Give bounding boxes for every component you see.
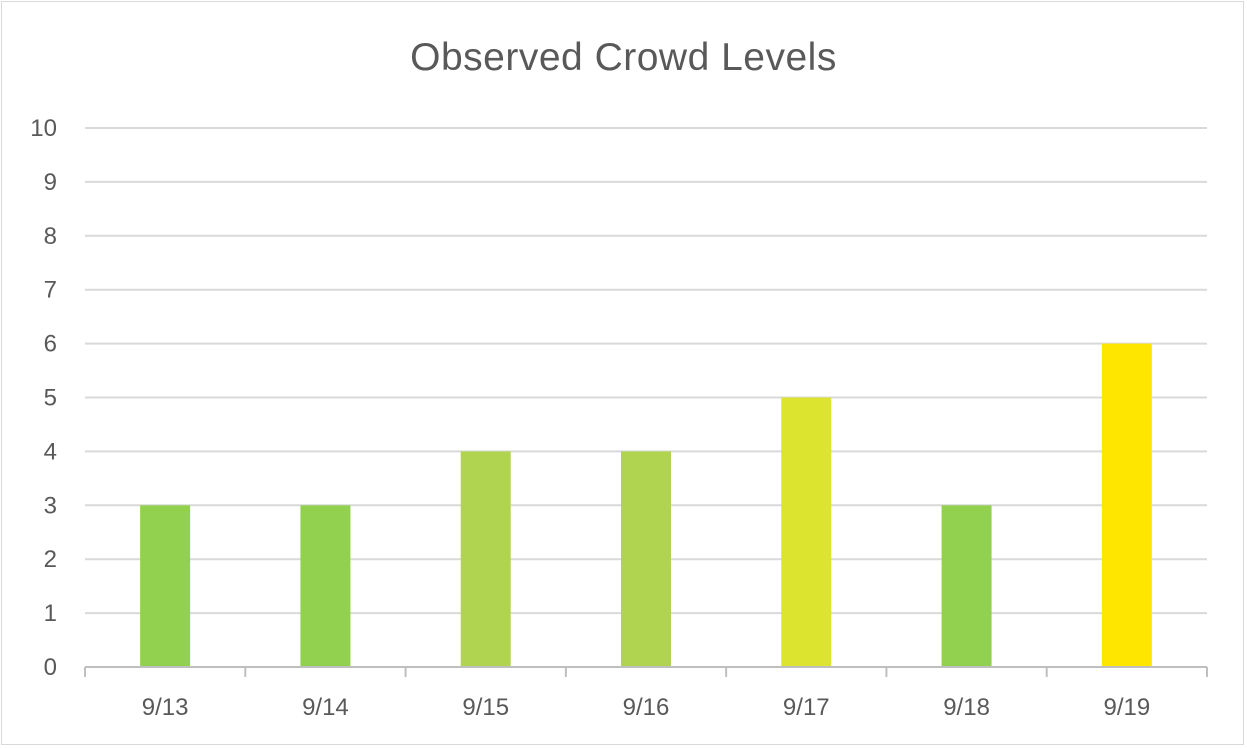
bar (781, 397, 832, 667)
y-tick-label: 0 (44, 654, 57, 681)
bar (140, 505, 191, 667)
x-tick-label: 9/13 (142, 694, 189, 721)
x-tick-label: 9/14 (302, 694, 349, 721)
x-tick-label: 9/15 (462, 694, 509, 721)
bar (300, 505, 351, 667)
y-tick-label: 7 (44, 277, 57, 304)
y-tick-label: 10 (30, 115, 57, 142)
y-tick-label: 4 (44, 438, 57, 465)
x-tick-label: 9/16 (623, 694, 670, 721)
x-tick-labels: 9/13 9/14 9/15 9/16 9/17 9/18 9/19 (142, 694, 1150, 721)
chart-title: Observed Crowd Levels (410, 36, 837, 79)
y-tick-label: 8 (44, 223, 57, 250)
bars (140, 343, 1152, 667)
y-tick-label: 1 (44, 600, 57, 627)
bar (621, 451, 671, 667)
x-tick-label: 9/19 (1103, 694, 1150, 721)
y-tick-labels: 0 1 2 3 4 5 6 7 8 9 10 (30, 115, 57, 681)
y-tick-label: 2 (44, 546, 57, 573)
y-tick-label: 5 (44, 385, 57, 412)
x-axis (84, 666, 1208, 677)
y-tick-label: 3 (44, 492, 57, 519)
bar (941, 505, 992, 667)
y-tick-label: 9 (44, 169, 57, 196)
y-tick-label: 6 (44, 331, 57, 358)
x-tick-label: 9/18 (943, 694, 990, 721)
bar (1101, 343, 1152, 667)
x-tick-label: 9/17 (783, 694, 830, 721)
bar (460, 451, 511, 667)
